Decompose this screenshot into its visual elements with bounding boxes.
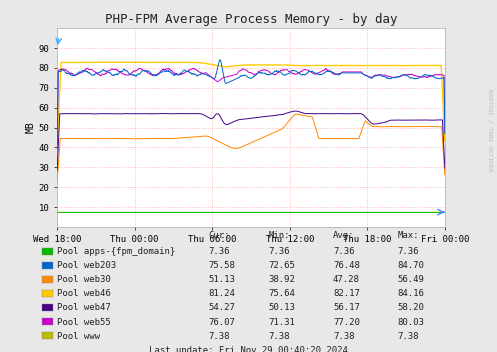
Text: 51.13: 51.13 <box>209 275 236 284</box>
Text: 7.36: 7.36 <box>333 247 354 256</box>
Text: Pool apps-{fpm_domain}: Pool apps-{fpm_domain} <box>57 247 175 256</box>
Text: 81.24: 81.24 <box>209 289 236 298</box>
Text: Max:: Max: <box>398 231 419 240</box>
Text: 7.36: 7.36 <box>209 247 230 256</box>
Text: Avg:: Avg: <box>333 231 354 240</box>
Text: 58.20: 58.20 <box>398 303 424 313</box>
Text: 77.20: 77.20 <box>333 318 360 327</box>
Text: 7.36: 7.36 <box>268 247 290 256</box>
Text: 56.49: 56.49 <box>398 275 424 284</box>
Text: 75.64: 75.64 <box>268 289 295 298</box>
Text: 50.13: 50.13 <box>268 303 295 313</box>
Text: 38.92: 38.92 <box>268 275 295 284</box>
Text: 54.27: 54.27 <box>209 303 236 313</box>
Text: 7.38: 7.38 <box>398 332 419 341</box>
Text: 84.16: 84.16 <box>398 289 424 298</box>
Text: 82.17: 82.17 <box>333 289 360 298</box>
Text: 76.48: 76.48 <box>333 261 360 270</box>
Title: PHP-FPM Average Process Memory - by day: PHP-FPM Average Process Memory - by day <box>105 13 397 26</box>
Text: 76.07: 76.07 <box>209 318 236 327</box>
Text: Pool www: Pool www <box>57 332 100 341</box>
Text: 84.70: 84.70 <box>398 261 424 270</box>
Text: Pool web203: Pool web203 <box>57 261 116 270</box>
Text: Pool web46: Pool web46 <box>57 289 110 298</box>
Text: Pool web47: Pool web47 <box>57 303 110 313</box>
Text: Last update: Fri Nov 29 00:40:20 2024: Last update: Fri Nov 29 00:40:20 2024 <box>149 346 348 352</box>
Text: 7.38: 7.38 <box>209 332 230 341</box>
Text: RRDTOOL / TOBI OETIKER: RRDTOOL / TOBI OETIKER <box>487 89 492 171</box>
Text: 56.17: 56.17 <box>333 303 360 313</box>
Text: Pool web55: Pool web55 <box>57 318 110 327</box>
Text: 47.28: 47.28 <box>333 275 360 284</box>
Text: 7.36: 7.36 <box>398 247 419 256</box>
Text: 75.58: 75.58 <box>209 261 236 270</box>
Text: Min:: Min: <box>268 231 290 240</box>
Text: 7.38: 7.38 <box>268 332 290 341</box>
Y-axis label: MB: MB <box>26 122 36 133</box>
Text: Pool web30: Pool web30 <box>57 275 110 284</box>
Text: Cur:: Cur: <box>209 231 230 240</box>
Text: 71.31: 71.31 <box>268 318 295 327</box>
Text: 7.38: 7.38 <box>333 332 354 341</box>
Text: 80.03: 80.03 <box>398 318 424 327</box>
Text: 72.65: 72.65 <box>268 261 295 270</box>
